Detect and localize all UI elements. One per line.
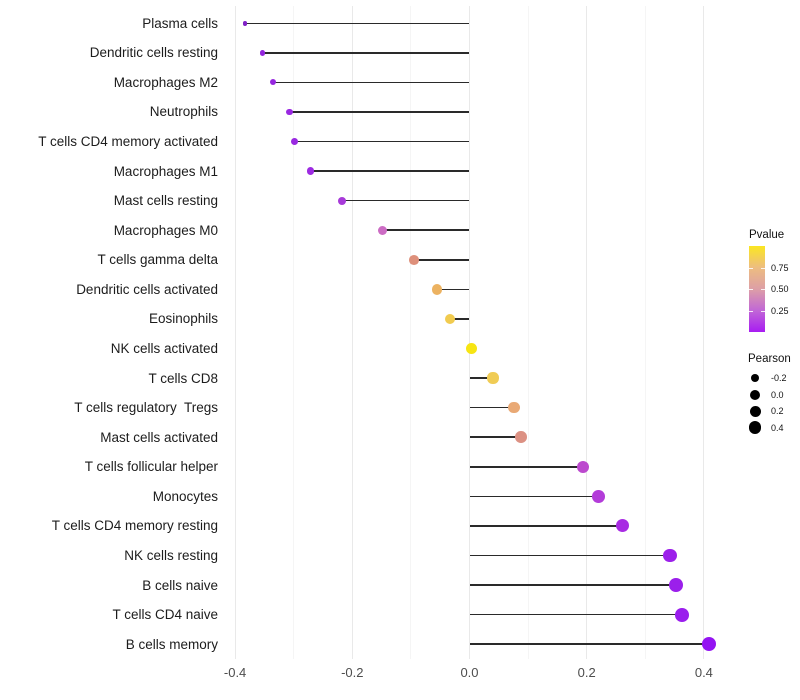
cell-type-label: T cells gamma delta: [97, 252, 218, 268]
lollipop-dot: [576, 460, 590, 474]
gridline-major: [234, 6, 236, 659]
lollipop-dot: [306, 167, 315, 175]
colorbar-tick-mark: [749, 289, 753, 290]
pearson-legend-label: 0.4: [771, 422, 784, 433]
cell-type-label: B cells naive: [142, 577, 218, 593]
lollipop-dot: [432, 284, 443, 295]
lollipop-dot: [408, 254, 419, 265]
lollipop-stem: [382, 229, 470, 232]
cell-type-label: NK cells activated: [110, 341, 218, 357]
lollipop-dot: [444, 313, 456, 325]
cell-type-label: Eosinophils: [148, 311, 218, 327]
cell-type-label: T cells CD4 memory resting: [51, 518, 218, 534]
pearson-legend-label: -0.2: [771, 373, 787, 383]
lollipop-dot: [675, 607, 690, 622]
lollipop-dot: [290, 138, 298, 145]
lollipop-stem: [450, 318, 470, 320]
x-tick-label: 0.0: [460, 665, 479, 680]
pvalue-tick-label: 0.75: [771, 262, 789, 273]
cell-type-label: Mast cells activated: [100, 429, 218, 445]
lollipop-dot: [508, 401, 520, 414]
lollipop-stem: [437, 288, 470, 291]
pvalue-tick-label: 0.50: [771, 284, 789, 294]
lollipop-stem: [469, 525, 623, 527]
lollipop-stem: [310, 170, 470, 172]
pvalue-legend-title: Pvalue: [749, 229, 785, 241]
pearson-legend-label: 0.2: [771, 406, 784, 416]
lollipop-stem: [469, 554, 670, 557]
pearson-legend-dot: [748, 421, 762, 434]
lollipop-stem: [245, 22, 470, 25]
cell-type-label: Monocytes: [152, 488, 218, 504]
lollipop-stem: [469, 465, 584, 468]
x-tick-label: -0.4: [223, 665, 247, 680]
cell-type-label: T cells CD4 memory activated: [38, 134, 218, 150]
x-tick-label: 0.2: [577, 665, 596, 680]
cell-type-label: Neutrophils: [149, 104, 218, 120]
lollipop-dot: [702, 637, 717, 652]
colorbar-tick-mark: [749, 267, 753, 269]
colorbar-tick-mark: [749, 310, 753, 312]
lollipop-stem: [341, 199, 470, 202]
gridline-major: [469, 6, 470, 659]
cell-type-label: Plasma cells: [142, 15, 218, 31]
pvalue-tick-label: 0.25: [771, 305, 789, 316]
lollipop-dot: [615, 519, 629, 533]
lollipop-stem: [272, 81, 470, 84]
cell-type-label: Macrophages M0: [113, 222, 218, 238]
lollipop-stem: [469, 377, 493, 379]
cell-type-label: T cells follicular helper: [84, 459, 218, 475]
cell-type-label: Mast cells resting: [113, 193, 218, 209]
colorbar-tick-mark: [761, 267, 765, 269]
lollipop-stem: [469, 613, 683, 616]
cell-type-label: T cells CD8: [148, 370, 218, 386]
lollipop-dot: [487, 372, 499, 384]
gridline-minor: [293, 6, 295, 659]
lollipop-dot: [259, 50, 266, 56]
lollipop-stem: [289, 111, 470, 113]
cell-type-label: Macrophages M1: [113, 163, 218, 179]
gridline-minor: [644, 6, 646, 659]
cell-type-label: B cells memory: [125, 636, 218, 652]
cell-type-label: Macrophages M2: [113, 74, 218, 90]
lollipop-stem: [469, 436, 522, 439]
lollipop-dot: [242, 20, 248, 26]
lollipop-stem: [413, 259, 470, 261]
gridline-minor: [527, 6, 529, 659]
gridline-major: [703, 6, 705, 659]
lollipop-dot: [337, 196, 346, 205]
cell-type-label: NK cells resting: [124, 547, 218, 563]
pearson-legend-dot: [749, 405, 761, 417]
pearson-legend-dot: [750, 373, 760, 383]
pearson-legend-title: Pearson: [748, 353, 791, 365]
cell-type-label: Dendritic cells resting: [89, 45, 218, 61]
x-tick-label: 0.4: [694, 665, 713, 680]
colorbar-tick-mark: [761, 289, 765, 290]
lollipop-dot: [515, 431, 527, 444]
gridline-major: [586, 6, 588, 659]
lollipop-stem: [469, 643, 710, 645]
cell-type-label: T cells CD4 naive: [112, 607, 218, 623]
cell-type-label: T cells regulatory Tregs: [74, 400, 218, 416]
gridline-minor: [410, 6, 412, 659]
lollipop-dot: [378, 225, 388, 235]
cell-type-label: Dendritic cells activated: [76, 281, 218, 297]
lollipop-stem: [469, 584, 677, 586]
lollipop-stem: [262, 52, 470, 54]
lollipop-stem: [469, 495, 599, 498]
lollipop-dot: [286, 108, 293, 116]
lollipop-stem: [469, 406, 515, 409]
lollipop-dot: [269, 79, 276, 86]
lollipop-dot: [669, 578, 684, 592]
lollipop-stem: [294, 140, 470, 143]
lollipop-dot: [465, 343, 477, 354]
pearson-legend-label: 0.0: [771, 389, 784, 400]
pearson-legend-dot: [750, 389, 760, 400]
x-tick-label: -0.2: [341, 665, 364, 680]
lollipop-dot: [592, 489, 605, 503]
gridline-major: [351, 6, 353, 659]
lollipop-dot: [663, 548, 677, 563]
colorbar-tick-mark: [761, 310, 765, 312]
